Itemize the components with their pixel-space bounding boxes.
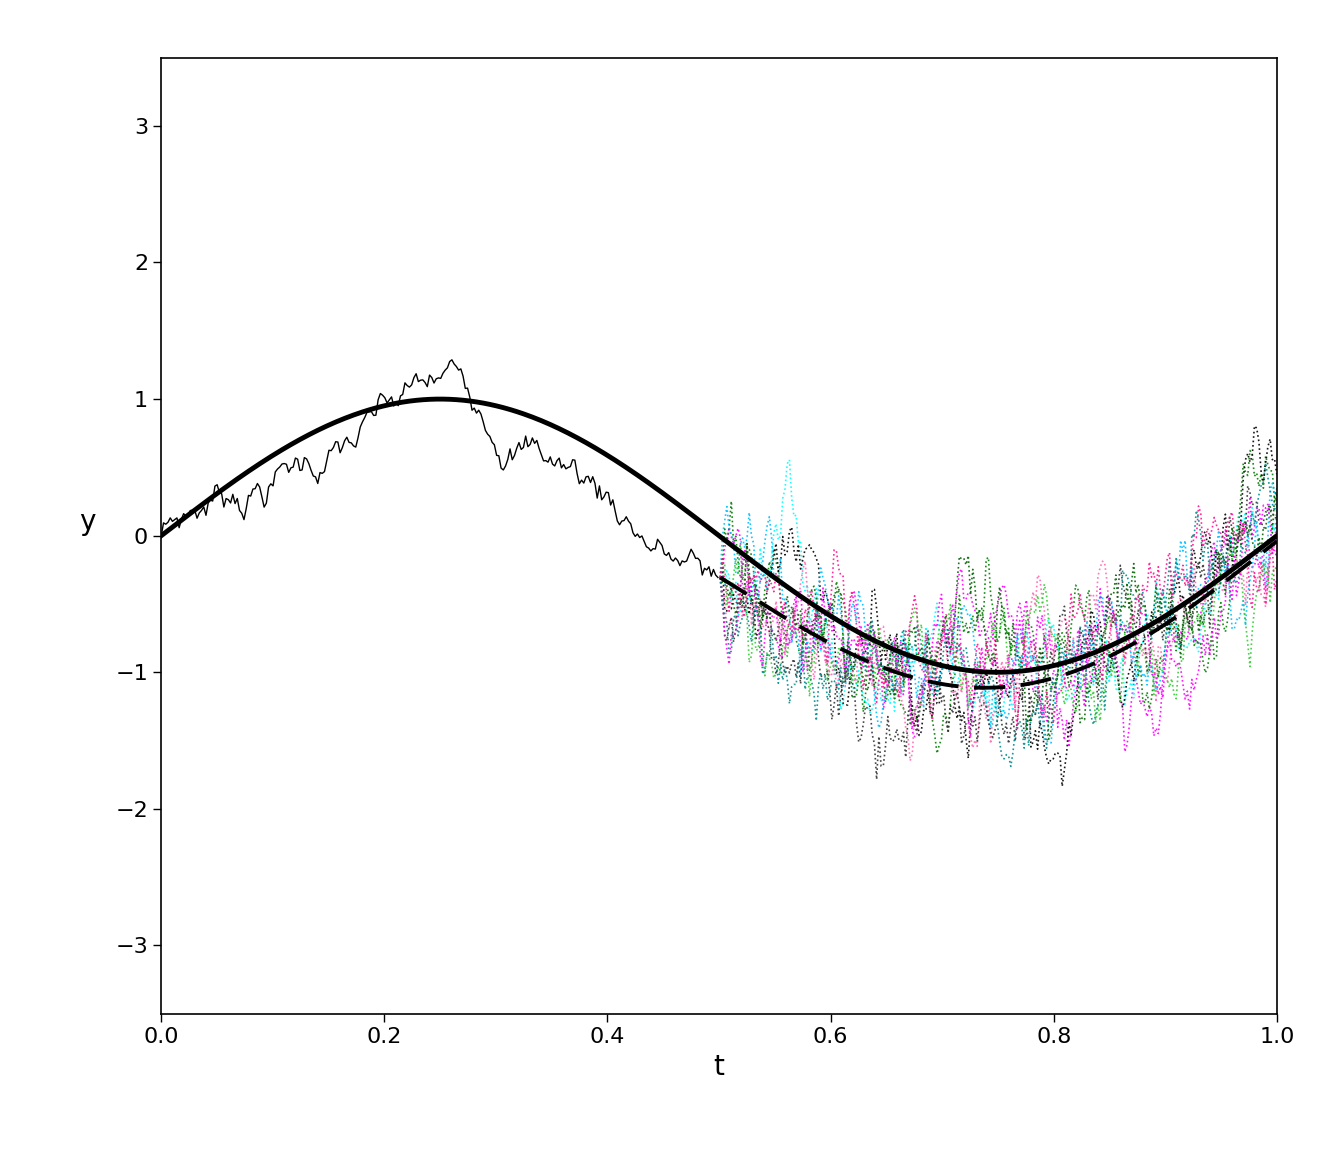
Y-axis label: y: y (79, 508, 95, 536)
X-axis label: t: t (714, 1053, 724, 1081)
